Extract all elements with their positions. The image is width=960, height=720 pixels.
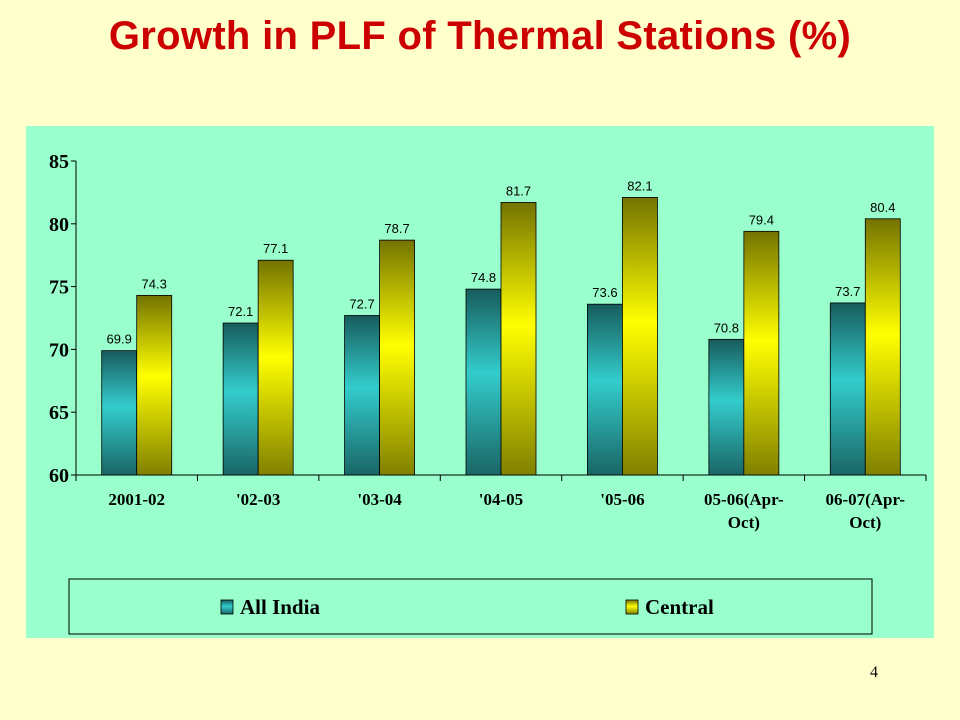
page-number: 4 [870, 664, 878, 681]
bar-all-india [587, 303, 623, 476]
data-label-all-india: 72.1 [228, 304, 253, 319]
data-label-all-india: 73.7 [835, 284, 860, 299]
data-label-central: 80.4 [870, 200, 895, 215]
bar-all-india [708, 338, 745, 476]
bar-all-india [465, 288, 502, 476]
bar-central [864, 218, 901, 476]
x-tick-label: '04-05 [479, 490, 523, 509]
y-tick-label: 75 [49, 277, 69, 299]
y-tick-label: 65 [49, 402, 69, 424]
x-tick-label: '03-04 [357, 490, 402, 509]
data-label-central: 78.7 [384, 221, 409, 236]
bar-central [257, 259, 294, 476]
bar-central [622, 197, 658, 476]
bar-chart: 60 65 70 75 80 85 2001-02 '02-03 '03-04 '04-05 '05… [26, 126, 934, 638]
legend-label: Central [645, 595, 714, 619]
chart-bars [101, 197, 901, 476]
data-label-all-india: 70.8 [714, 320, 739, 335]
legend-box [68, 578, 873, 635]
bar-all-india [829, 302, 866, 476]
bar-central [743, 230, 780, 476]
x-tick-label: 05-06(Apr-Oct) [704, 490, 784, 532]
y-tick-label: 80 [49, 214, 69, 236]
data-label-central: 82.1 [627, 178, 652, 193]
data-label-all-india: 69.9 [107, 332, 132, 347]
chart-legend: All India Central [68, 578, 873, 635]
bar-all-india [101, 350, 138, 476]
bar-central [136, 294, 173, 476]
data-label-all-india: 73.6 [592, 285, 617, 300]
x-tick-label: '05-06 [600, 490, 644, 509]
data-label-all-india: 72.7 [349, 296, 374, 311]
legend-label: All India [240, 595, 320, 619]
legend-swatch [625, 599, 639, 615]
x-tick-label: 06-07(Apr-Oct) [825, 490, 905, 532]
chart-data-labels: 69.9 72.1 72.7 74.8 73.6 70.8 73.7 74.3 77.1 78.7… [107, 178, 896, 346]
bar-central [379, 239, 415, 476]
data-label-central: 81.7 [506, 183, 531, 198]
legend-swatch [220, 599, 234, 615]
bar-all-india [344, 315, 380, 476]
data-label-central: 79.4 [749, 212, 774, 227]
x-tick-label: 2001-02 [108, 490, 165, 509]
y-tick-label: 70 [49, 339, 69, 361]
x-tick-label: '02-03 [236, 490, 280, 509]
bar-central [500, 202, 537, 476]
data-label-central: 74.3 [142, 276, 167, 291]
y-tick-label: 60 [49, 465, 69, 487]
y-tick-label: 85 [49, 151, 69, 173]
chart-container: 60 65 70 75 80 85 2001-02 '02-03 '03-04 '04-05 '05… [26, 126, 934, 638]
data-label-central: 77.1 [263, 241, 288, 256]
bar-all-india [222, 322, 259, 476]
data-label-all-india: 74.8 [471, 270, 496, 285]
slide-title: Growth in PLF of Thermal Stations (%) [108, 14, 852, 58]
